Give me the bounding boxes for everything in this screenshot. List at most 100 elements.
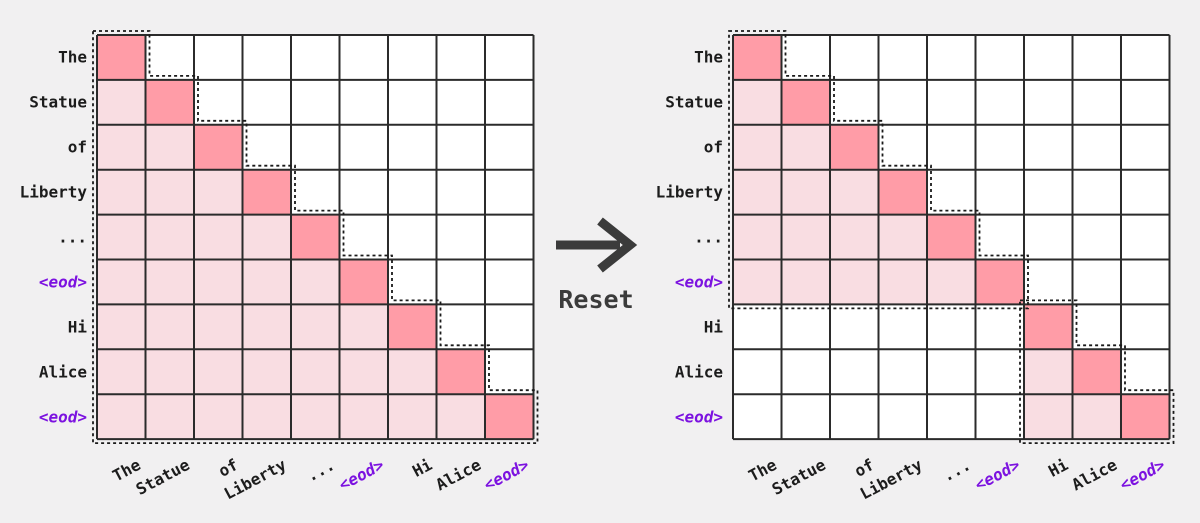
mask-cell — [194, 304, 243, 350]
mask-cell — [97, 79, 146, 125]
mask-cell — [436, 394, 485, 440]
row-token-label: <eod> — [674, 272, 723, 292]
mask-cell — [339, 394, 388, 440]
attention-matrix-after-reset: The Statue of Liberty... <eod> Hi Alice <eod> Th… — [656, 30, 1175, 504]
mask-cell — [339, 124, 388, 170]
mask-cell — [975, 304, 1024, 350]
mask-cell — [927, 259, 976, 305]
mask-cell — [1120, 259, 1170, 305]
mask-cell — [484, 349, 534, 395]
mask-cell — [878, 304, 928, 350]
col-token-label: Statue — [768, 455, 829, 500]
row-token-label: <eod> — [674, 407, 723, 427]
mask-cell — [1023, 394, 1073, 440]
mask-cell — [830, 349, 879, 395]
mask-cell — [339, 349, 388, 395]
col-token-label: <eod> — [480, 455, 533, 495]
right-arrow-icon — [556, 217, 638, 273]
mask-cell — [927, 349, 976, 395]
mask-cell — [733, 169, 782, 215]
mask-cell — [878, 349, 928, 395]
row-token-label: Liberty — [655, 182, 723, 202]
mask-cell — [194, 394, 243, 440]
mask-cell — [484, 394, 534, 440]
mask-cell — [291, 124, 340, 170]
mask-cell — [878, 214, 928, 260]
mask-cell — [1072, 304, 1121, 350]
mask-cell — [145, 259, 195, 305]
mask-cell — [145, 79, 195, 125]
mask-cell — [242, 79, 292, 125]
mask-cell — [145, 169, 195, 215]
mask-grid — [92, 30, 539, 444]
mask-cell — [1072, 349, 1121, 395]
mask-cell — [1072, 394, 1121, 440]
mask-cell — [878, 394, 928, 440]
row-token-label: ... — [694, 227, 723, 247]
row-token-label: Statue — [665, 92, 723, 112]
mask-cell — [781, 349, 831, 395]
mask-cell — [781, 34, 831, 80]
mask-cell — [339, 259, 388, 305]
row-token-label: Liberty — [19, 182, 87, 202]
grid-lines — [96, 33, 535, 441]
mask-cell — [781, 304, 831, 350]
mask-cell — [975, 79, 1024, 125]
mask-cell — [97, 214, 146, 260]
row-token-label: <eod> — [38, 272, 87, 292]
mask-cell — [145, 214, 195, 260]
mask-cell — [830, 304, 879, 350]
mask-cell — [927, 34, 976, 80]
mask-cell — [97, 259, 146, 305]
mask-cell — [436, 214, 485, 260]
mask-cell — [194, 214, 243, 260]
mask-cell — [830, 169, 879, 215]
mask-cell — [484, 79, 534, 125]
mask-cell — [975, 169, 1024, 215]
col-token-label: <eod> — [335, 455, 387, 495]
mask-cell — [733, 259, 782, 305]
mask-cell — [242, 394, 292, 440]
mask-cell — [1072, 259, 1121, 305]
mask-cell — [878, 259, 928, 305]
mask-cell — [830, 214, 879, 260]
mask-cell — [484, 34, 534, 80]
mask-cell — [387, 394, 437, 440]
row-token-label: Hi — [703, 317, 723, 337]
mask-cell — [975, 34, 1024, 80]
mask-cell — [484, 214, 534, 260]
mask-cell — [339, 34, 388, 80]
mask-cell — [781, 169, 831, 215]
col-token-label: ... — [303, 455, 339, 486]
mask-cell — [1023, 169, 1073, 215]
mask-grid — [728, 30, 1175, 444]
mask-cell — [387, 304, 437, 350]
row-token-label: Alice — [38, 362, 87, 382]
mask-cell — [194, 34, 243, 80]
mask-cell — [387, 349, 437, 395]
mask-cell — [1120, 214, 1170, 260]
mask-cell — [733, 214, 782, 260]
mask-cell — [975, 259, 1024, 305]
mask-cell — [242, 169, 292, 215]
col-token-label: Hi — [409, 455, 436, 481]
document-boundary-outline — [92, 30, 539, 444]
row-token-label: of — [703, 137, 723, 157]
mask-cell — [830, 34, 879, 80]
mask-cell — [242, 259, 292, 305]
mask-cell — [878, 124, 928, 170]
mask-cell — [145, 124, 195, 170]
mask-cell — [927, 124, 976, 170]
mask-cell — [1120, 34, 1170, 80]
mask-cell — [733, 394, 782, 440]
mask-cell — [733, 79, 782, 125]
mask-cell — [242, 349, 292, 395]
col-token-label: Hi — [1045, 455, 1072, 481]
mask-cell — [436, 124, 485, 170]
mask-cell — [975, 349, 1024, 395]
mask-cell — [436, 259, 485, 305]
mask-cell — [436, 349, 485, 395]
mask-cell — [1023, 124, 1073, 170]
mask-cell — [781, 214, 831, 260]
